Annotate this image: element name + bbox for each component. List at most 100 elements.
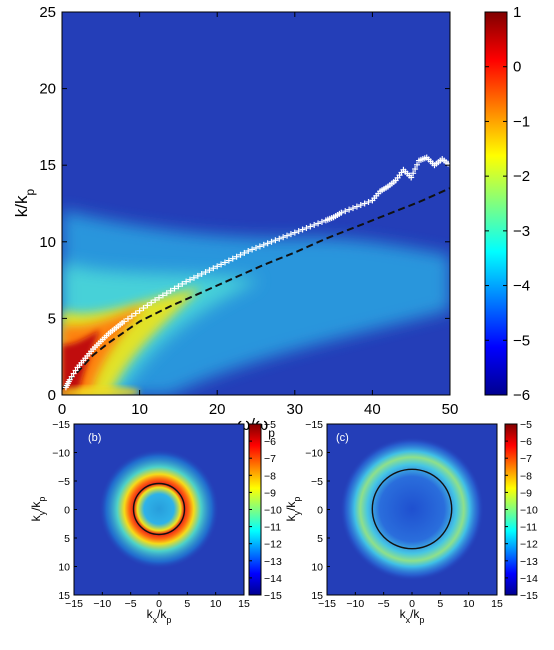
panel-b-y-label: ky/kp [29,497,47,522]
x-tick-label: 15 [238,598,250,610]
ridge-marker [287,231,294,238]
ridge-marker [249,246,256,253]
colorbar-tick-label: −10 [264,505,282,517]
ridge-marker [156,294,162,301]
ridge-marker [187,276,194,283]
y-tick-label: −15 [305,419,323,431]
panel-c-label: (c) [336,432,349,444]
panel-b-colorbar-ticks: −5 −6 −7 −8 −9 −10 −11 −12 −13 −14 −15 [249,419,282,602]
ridge-marker [175,283,182,290]
ridge-marker [152,297,159,304]
colorbar-tick-label: 1 [513,4,521,21]
ridge-marker [66,376,73,383]
panel-c-ring [371,468,453,550]
ridge-markers [62,154,450,391]
ridge-marker [214,263,221,270]
panel-c-x-label: kx/kp [400,607,425,625]
ridge-marker [190,274,197,281]
panel-b-x-ticks: −15 −10 −5 0 5 10 15 [65,592,250,610]
y-tick-label: 5 [64,533,70,545]
x-tick-label: −15 [65,598,83,610]
ridge-marker [315,220,322,227]
y-tick-label: 15 [311,590,323,602]
ridge-marker [245,247,252,254]
ridge-marker [132,310,139,317]
ridge-marker [299,226,306,233]
ridge-marker [342,208,349,215]
ridge-marker [124,315,131,322]
ridge-marker [353,203,360,210]
colorbar-tick-label: −6 [264,436,276,448]
ridge-marker [307,223,314,230]
y-tick-label: 20 [39,81,56,98]
y-tick-label: −10 [52,448,70,460]
x-axis-ticks: 0 10 20 30 40 50 [58,12,458,418]
ridge-marker [121,318,128,325]
colorbar-tick-label: −11 [264,522,281,534]
colorbar-tick-label: −5 [264,419,276,431]
colorbar-tick-label: −4 [513,278,530,295]
ridge-marker [210,265,217,272]
ridge-marker [144,302,151,309]
colorbar-tick-label: −7 [264,453,276,465]
y-tick-label: 10 [58,562,70,574]
x-tick-label: −10 [93,598,111,610]
ridge-marker [291,229,298,236]
ridge-marker [361,200,368,207]
ridge-marker [171,285,178,292]
y-axis-ticks: 0 5 10 15 20 25 [39,4,450,404]
panel-b-ring [132,482,186,536]
main-heatmap [62,12,450,395]
y-tick-label: 15 [58,590,70,602]
panel-c-colorbar-ticks: −5 −6 −7 −8 −9 −10 −11 −12 −13 −14 −15 [505,419,538,602]
panel-c-y-label: ky/kp [284,497,302,522]
ridge-marker [218,261,225,268]
ridge-marker [346,206,353,213]
colorbar-ticks: 1 0 −1 −2 −3 −4 −5 −6 [485,4,530,404]
x-tick-label: 0 [156,598,162,610]
panel-b-label: (b) [88,432,101,444]
panel-c-y-ticks: −15 −10 −5 0 5 10 15 [305,419,330,602]
x-tick-label: −5 [378,598,390,610]
colorbar-tick-label: −9 [264,487,276,499]
y-tick-label: 5 [317,533,323,545]
x-tick-label: 40 [364,401,381,418]
ridge-marker [311,221,318,228]
ridge-marker [148,299,155,306]
ridge-marker [414,161,421,168]
ridge-marker [338,209,345,216]
colorbar-tick-label: −13 [264,556,282,568]
colorbar-tick-label: −7 [520,453,532,465]
ridge-marker [410,170,417,177]
ridge-marker [284,232,291,239]
panel-c-heatmap [327,424,497,595]
ridge-marker [206,267,213,274]
colorbar-tick-label: −8 [264,470,276,482]
ridge-marker [198,270,205,277]
x-tick-label: 15 [491,598,503,610]
ridge-marker [167,287,174,294]
panel-b-x-label: kx/kp [147,607,172,625]
colorbar-tick-label: −10 [520,505,538,517]
x-tick-label: 10 [210,598,222,610]
x-tick-label: 30 [286,401,303,418]
ridge-marker [221,259,228,266]
y-tick-label: 15 [39,157,56,174]
y-tick-label: 0 [64,505,70,517]
colorbar-tick-label: −1 [513,113,530,130]
ridge-marker [256,243,263,250]
ridge-marker [194,272,201,279]
ridge-marker [225,257,232,264]
x-tick-label: 20 [209,401,226,418]
y-tick-label: 25 [39,4,56,21]
colorbar-tick-label: 0 [513,59,521,76]
colorbar-tick-label: −11 [520,522,537,534]
x-tick-label: 10 [131,401,148,418]
y-tick-label: 5 [48,310,56,327]
ridge-marker [233,253,240,260]
ridge-marker [253,244,259,251]
